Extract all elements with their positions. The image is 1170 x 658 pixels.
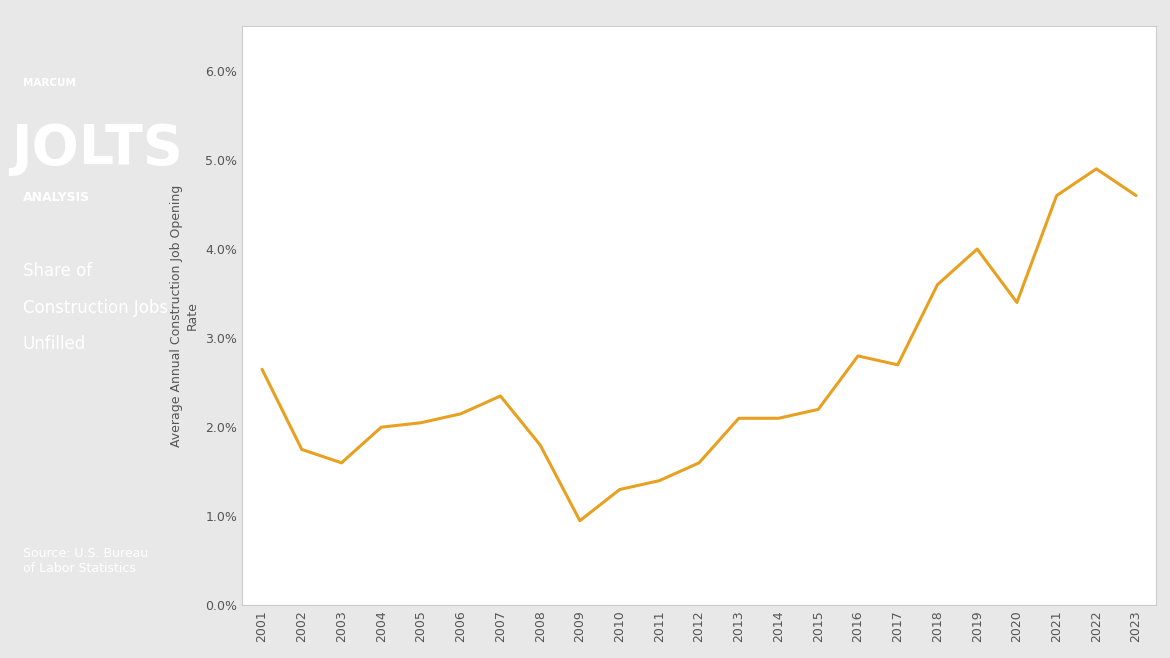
Text: Unfilled: Unfilled [23,335,87,353]
Text: Construction Jobs: Construction Jobs [23,299,168,316]
Y-axis label: Average Annual Construction Job Opening
Rate: Average Annual Construction Job Opening … [171,185,199,447]
Text: MARCUM: MARCUM [23,78,76,88]
Text: JOLTS: JOLTS [12,122,184,176]
Text: ANALYSIS: ANALYSIS [23,191,90,204]
Text: Source: U.S. Bureau
of Labor Statistics: Source: U.S. Bureau of Labor Statistics [23,547,149,576]
Text: Share of: Share of [23,263,92,280]
